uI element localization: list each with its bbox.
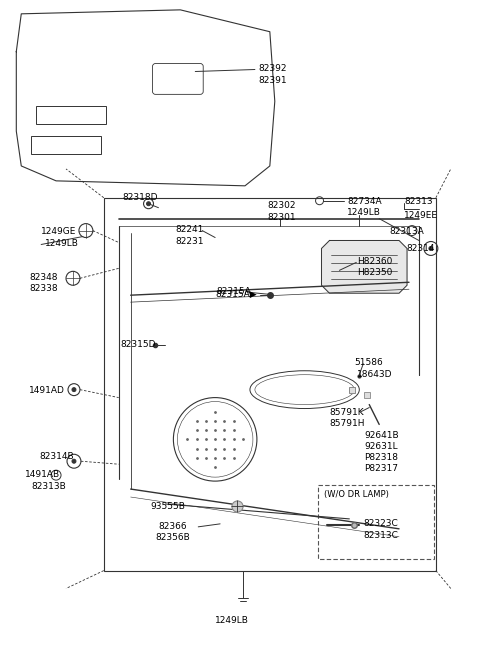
Text: 82338: 82338 (29, 284, 58, 293)
Text: 92631L: 92631L (364, 442, 398, 451)
Text: 82392: 82392 (258, 64, 287, 73)
Text: 82323C: 82323C (363, 519, 398, 528)
Text: 82313A: 82313A (389, 226, 424, 236)
Text: 1249GE: 1249GE (41, 226, 76, 236)
Text: 85791H: 85791H (329, 419, 365, 428)
Text: 93555B: 93555B (150, 502, 185, 511)
Text: 82734A: 82734A (348, 197, 382, 206)
Text: 82313B: 82313B (31, 482, 66, 491)
Text: 1249LB: 1249LB (45, 239, 79, 247)
Text: 51586: 51586 (354, 358, 383, 367)
Text: 82366: 82366 (158, 522, 187, 531)
Polygon shape (322, 241, 407, 293)
Text: (W/O DR LAMP): (W/O DR LAMP) (324, 490, 388, 499)
Circle shape (72, 388, 76, 392)
Text: 82348: 82348 (29, 274, 58, 282)
Text: 82356B: 82356B (156, 533, 190, 542)
Text: 1249LB: 1249LB (348, 208, 381, 216)
Text: H82350: H82350 (357, 268, 393, 277)
Bar (31, 136, 101, 154)
Text: 82301: 82301 (268, 213, 297, 222)
Text: 82315D: 82315D (120, 340, 156, 349)
Circle shape (429, 247, 433, 251)
Text: H82360: H82360 (357, 257, 393, 266)
Text: 1249EE: 1249EE (404, 211, 438, 220)
Text: 1491AB: 1491AB (25, 470, 60, 479)
Text: 85791K: 85791K (329, 407, 364, 417)
Text: 82315A▶: 82315A▶ (215, 290, 257, 299)
Bar (36, 106, 106, 124)
Text: P82318: P82318 (364, 453, 398, 462)
Bar (104, 197, 436, 571)
Text: P82317: P82317 (364, 464, 398, 473)
Text: 82241: 82241 (175, 224, 204, 234)
Circle shape (72, 459, 76, 463)
Text: 82391: 82391 (258, 77, 287, 85)
Text: 82315A: 82315A (216, 287, 251, 297)
Text: 82313: 82313 (404, 197, 432, 206)
Text: 82302: 82302 (268, 201, 296, 210)
Text: 92641B: 92641B (364, 432, 399, 440)
Text: 1491AD: 1491AD (29, 386, 65, 395)
Text: 82318D: 82318D (123, 193, 158, 202)
Circle shape (146, 202, 151, 206)
Text: 82313C: 82313C (363, 531, 398, 540)
Text: 82314B: 82314B (39, 452, 74, 461)
Text: 82231: 82231 (175, 237, 204, 245)
Text: 82314: 82314 (406, 245, 434, 253)
Text: 18643D: 18643D (357, 370, 393, 379)
Text: 1249LB: 1249LB (215, 617, 249, 625)
